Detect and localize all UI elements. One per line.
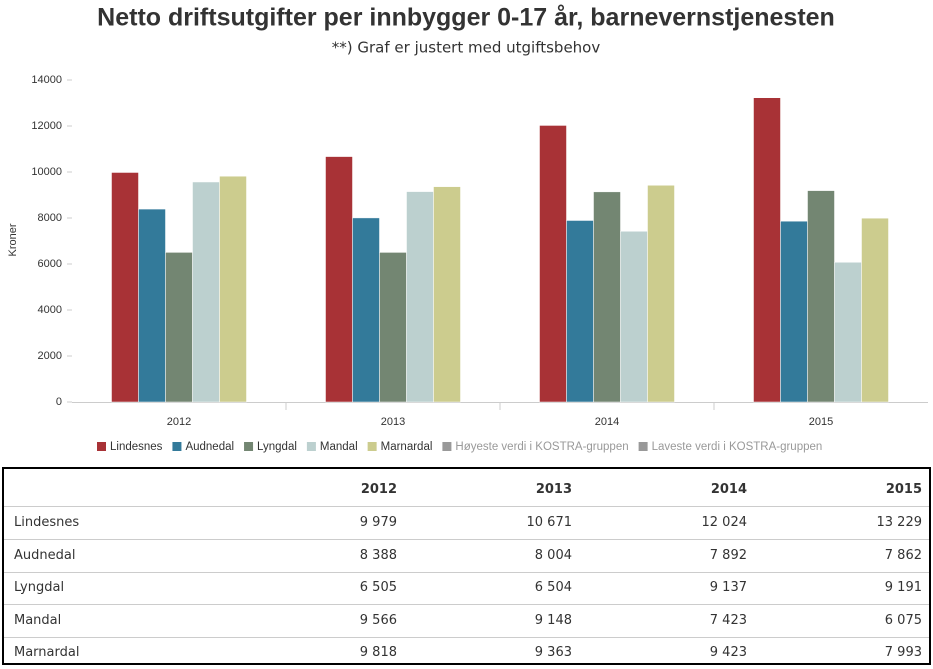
x-tick-label: 2015 [809,416,833,428]
table-row: Mandal 9 566 9 148 7 423 6 075 [4,604,929,638]
table-cell: 2012 [360,482,397,497]
table-cell: Mandal [14,612,62,628]
table-cell: 2015 [885,482,922,497]
bar [111,172,139,403]
table-cell: 7 423 [709,612,747,628]
table-cell: 9 363 [534,645,572,660]
legend-label: Audnedal [185,441,234,453]
chart-subtitle: **) Graf er justert med utgiftsbehov [332,39,601,57]
bar [539,125,567,403]
table-cell: 6 504 [534,580,572,595]
bar [566,220,594,403]
legend-swatch [97,442,106,451]
table-row: Lyngdal 6 505 6 504 9 137 9 191 [4,571,929,605]
y-tick-label: 10000 [31,166,62,178]
table-cell: 9 423 [709,645,747,660]
table-cell: 7 892 [709,547,747,563]
bar [647,185,675,403]
bar [325,156,353,403]
table-header: 2012 2013 2014 2015 [4,473,929,507]
table-cell: Lyngdal [14,580,65,595]
table-cell: 13 229 [876,515,923,530]
legend-label: Marnardal [381,441,433,453]
table-cell: 7 993 [884,645,922,660]
table-cell: 9 818 [359,645,397,660]
y-axis-label: Kroner [7,223,19,256]
legend-swatch [172,442,182,451]
table-cell: 8 004 [534,547,572,563]
chart: Netto driftsutgifter per innbygger 0-17 … [7,4,928,453]
table-cell: 2014 [710,482,747,497]
x-tick-label: 2014 [595,416,619,428]
bar [379,252,407,403]
table-cell: 9 566 [359,612,397,628]
bar [192,181,220,403]
chart-title: Netto driftsutgifter per innbygger 0-17 … [97,4,835,32]
legend-label: Lindesnes [110,441,163,453]
table-cell: 9 137 [709,580,747,595]
table-cell: 9 979 [359,515,397,530]
table-cell: Marnardal [14,645,80,660]
legend-swatch [442,442,452,451]
table-row: Audnedal 8 388 8 004 7 892 7 862 [4,539,929,573]
bar [807,190,835,403]
legend-label: Laveste verdi i KOSTRA-gruppen [652,441,823,453]
y-tick-label: 4000 [38,304,62,316]
table-cell: 9 191 [884,580,922,595]
y-tick-label: 14000 [31,74,62,86]
table-cell: Audnedal [14,547,76,563]
table-cell: 7 862 [884,547,922,563]
y-tick-label: 8000 [38,212,62,224]
bar [352,217,380,403]
y-tick-label: 6000 [38,258,62,270]
x-tick-label: 2012 [167,416,191,428]
bar [219,175,247,403]
legend-label: Lyngdal [257,441,297,453]
y-tick-label: 0 [56,396,62,408]
bar [165,252,193,403]
table-cell: Lindesnes [14,515,80,530]
data-table: 2012 2013 2014 2015 Lindesnes 9 979 10 671 12 0… [2,467,931,665]
table-cell: 10 671 [526,515,573,530]
table-cell: 9 148 [534,612,572,628]
legend-swatch [244,442,254,451]
table-cell: 6 505 [359,580,397,595]
table-row: Lindesnes 9 979 10 671 12 024 13 229 [4,506,929,540]
bar [834,262,862,403]
legend-swatch [638,442,648,451]
bar [406,191,434,403]
y-tick-label: 12000 [31,120,62,132]
table-cell: 2013 [535,482,572,497]
x-tick-label: 2013 [381,416,405,428]
table-cell: 12 024 [701,515,748,530]
y-tick-label: 2000 [38,350,62,362]
bar [753,97,781,403]
legend-label: Høyeste verdi i KOSTRA-gruppen [455,441,628,453]
bar [138,208,166,403]
bar [620,231,648,403]
legend-swatch [306,442,316,451]
bar [780,220,808,403]
bar [593,191,621,403]
legend-swatch [367,442,377,451]
table-cell: 8 388 [359,547,397,563]
table-cell: 6 075 [884,612,922,628]
bar [433,186,461,403]
table-row: Marnardal 9 818 9 363 9 423 7 993 [4,636,929,669]
legend-label: Mandal [320,441,358,453]
bar [861,217,889,403]
